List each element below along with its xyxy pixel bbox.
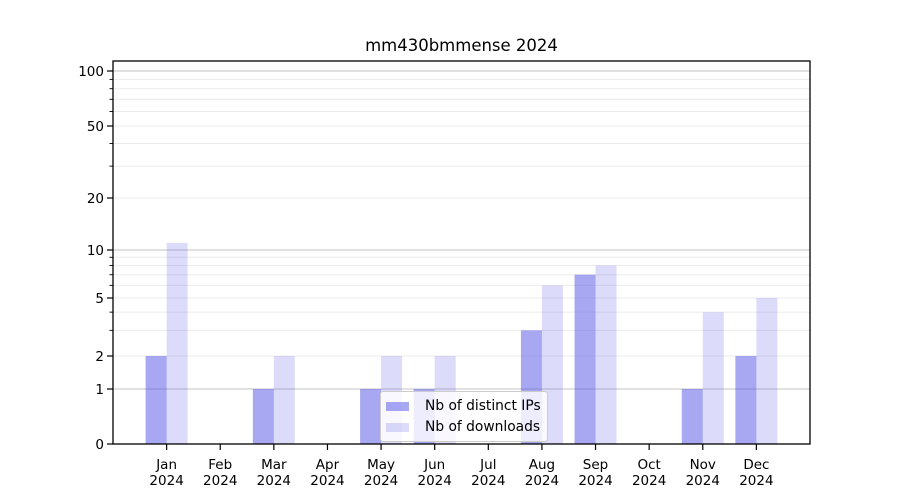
x-tick-label-aug: Aug	[529, 457, 555, 473]
x-tick-label-jan: Jan	[155, 457, 177, 473]
legend-item-downloads: Nb of downloads	[384, 418, 541, 436]
legend-item-distinct-ips: Nb of distinct IPs	[384, 397, 541, 415]
x-tick-label-year-oct: 2024	[632, 473, 666, 489]
bar-downloads-nov	[702, 312, 724, 444]
x-tick-label-year-apr: 2024	[310, 473, 344, 489]
x-tick-label-jul: Jul	[479, 457, 496, 473]
legend-swatch-distinct-ips	[386, 401, 409, 411]
chart-title: mm430bmmense 2024	[365, 36, 558, 55]
x-tick-label-mar: Mar	[261, 457, 287, 473]
y-tick-label-1: 1	[95, 382, 104, 398]
legend-label-downloads: Nb of downloads	[425, 419, 541, 435]
x-tick-label-year-sep: 2024	[578, 473, 612, 489]
y-tick-label-100: 100	[78, 64, 104, 80]
x-tick-label-year-dec: 2024	[739, 473, 773, 489]
bar-distinct-ips-may	[360, 389, 382, 444]
x-tick-label-may: May	[367, 457, 395, 473]
y-tick-label-5: 5	[95, 291, 104, 307]
x-tick-label-year-nov: 2024	[686, 473, 720, 489]
x-tick-label-year-jun: 2024	[418, 473, 452, 489]
y-tick-label-2: 2	[95, 349, 104, 365]
bar-distinct-ips-sep	[574, 274, 596, 444]
x-tick-label-year-feb: 2024	[203, 473, 237, 489]
legend-swatch-downloads	[386, 422, 409, 432]
x-tick-label-feb: Feb	[208, 457, 232, 473]
x-tick-label-year-aug: 2024	[525, 473, 559, 489]
x-tick-label-sep: Sep	[583, 457, 608, 473]
x-tick-label-apr: Apr	[316, 457, 340, 473]
x-tick-label-year-may: 2024	[364, 473, 398, 489]
x-tick-label-year-mar: 2024	[257, 473, 291, 489]
bar-downloads-jan	[166, 242, 188, 444]
x-tick-label-year-jan: 2024	[149, 473, 183, 489]
y-tick-label-10: 10	[87, 243, 104, 259]
bar-downloads-sep	[595, 265, 617, 444]
x-tick-label-nov: Nov	[690, 457, 716, 473]
x-tick-label-oct: Oct	[637, 457, 660, 473]
bar-distinct-ips-dec	[735, 356, 757, 444]
y-tick-label-0: 0	[95, 437, 104, 453]
legend: Nb of distinct IPs Nb of downloads	[380, 391, 548, 442]
bar-downloads-dec	[756, 298, 778, 444]
bar-distinct-ips-jan	[145, 356, 167, 444]
x-tick-label-dec: Dec	[743, 457, 769, 473]
legend-label-distinct-ips: Nb of distinct IPs	[425, 398, 541, 414]
y-tick-label-20: 20	[87, 191, 104, 207]
plot-frame	[112, 60, 811, 445]
bar-downloads-mar	[273, 356, 295, 444]
x-tick-label-jun: Jun	[423, 457, 445, 473]
x-tick-label-year-jul: 2024	[471, 473, 505, 489]
y-tick-label-50: 50	[87, 119, 104, 135]
bar-distinct-ips-nov	[681, 389, 703, 444]
bar-distinct-ips-mar	[252, 389, 274, 444]
